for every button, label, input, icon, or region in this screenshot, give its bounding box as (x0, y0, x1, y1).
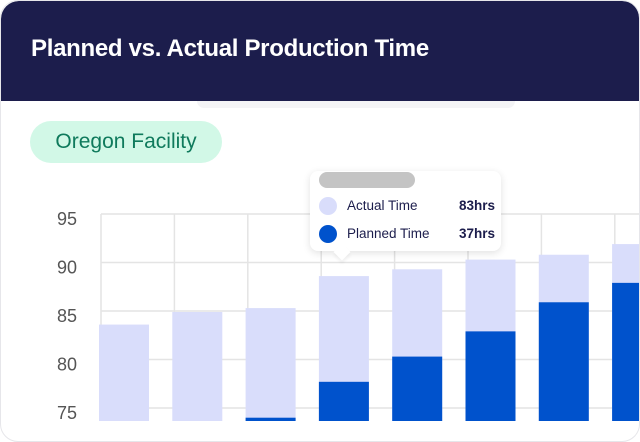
card-header: Planned vs. Actual Production Time (1, 1, 639, 101)
bar-planned-time (318, 381, 369, 421)
y-tick-label: 95 (57, 209, 77, 229)
tooltip-value: 83hrs (458, 198, 495, 213)
bar-planned-time (612, 282, 639, 421)
bar-planned-time (538, 302, 589, 421)
bar-actual-time (172, 311, 223, 421)
tooltip-row-planned: Planned Time 37hrs (319, 224, 495, 244)
bar-planned-time (392, 356, 443, 421)
y-tick-label: 80 (57, 355, 77, 375)
bar-planned-time (245, 417, 296, 421)
chart-tooltip: Actual Time 83hrs Planned Time 37hrs (310, 171, 501, 251)
tooltip-label: Actual Time (347, 198, 418, 213)
bar-planned-time (465, 331, 516, 421)
planned-legend-dot-icon (319, 225, 337, 243)
bar-chart: 95 90 85 80 75 (57, 209, 639, 421)
tooltip-value: 37hrs (458, 226, 495, 241)
facility-chip[interactable]: Oregon Facility (30, 121, 222, 163)
chart-title: Planned vs. Actual Production Time (31, 35, 429, 62)
tooltip-row-actual: Actual Time 83hrs (319, 196, 495, 216)
tooltip-label: Planned Time (347, 226, 430, 241)
actual-legend-dot-icon (319, 197, 337, 215)
header-shadow-tab (197, 101, 515, 108)
bar-actual-time (99, 324, 149, 421)
y-tick-label: 75 (57, 403, 77, 421)
tooltip-title-placeholder (319, 172, 415, 188)
y-tick-label: 90 (57, 258, 77, 278)
y-tick-label: 85 (57, 306, 77, 326)
bar-actual-time (245, 308, 296, 421)
